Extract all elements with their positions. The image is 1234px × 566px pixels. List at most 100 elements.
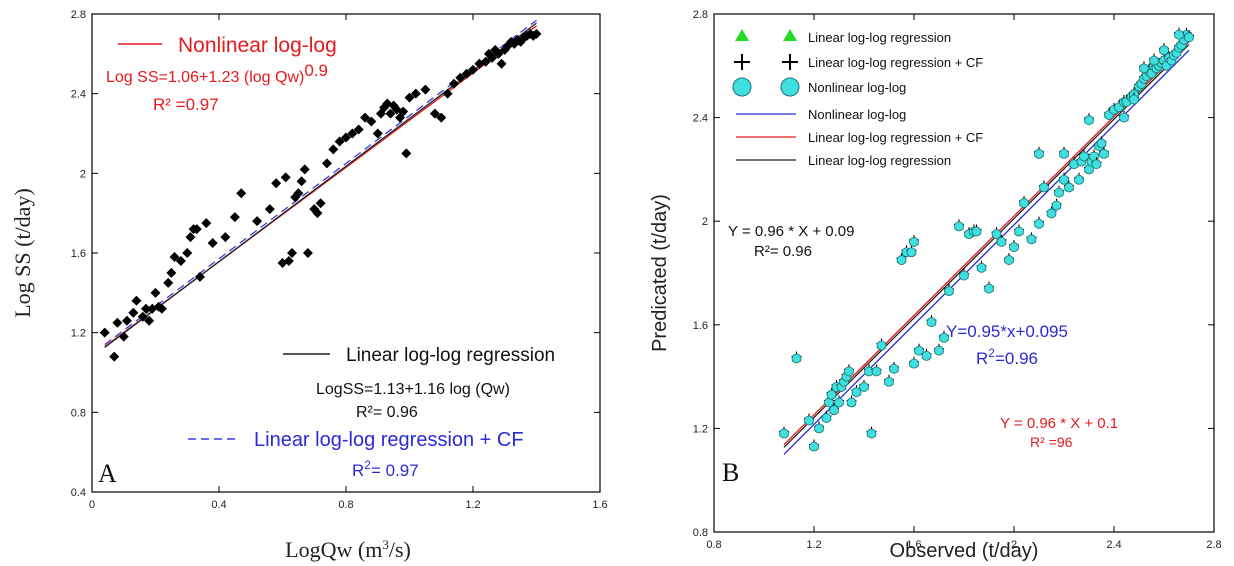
panel-a-legend-linear-label: Linear log-log regression — [346, 345, 555, 366]
panel-a-linear-r2: R²= 0.96 — [356, 404, 418, 421]
panel-a-data-point — [321, 158, 332, 169]
panel-a-data-point — [229, 212, 240, 223]
panel-a-data-point — [448, 78, 459, 89]
panel-b-y-tick-label: 1.6 — [693, 320, 708, 332]
panel-b-point-nonlinear — [809, 441, 819, 452]
panel-a-x-tick-label: 1.6 — [592, 499, 607, 511]
panel-b-point-nonlinear — [851, 387, 862, 398]
panel-b-x-tick-label: 0.8 — [706, 539, 721, 551]
panel-a-data-point — [296, 176, 307, 187]
panel-b-point-nonlinear — [804, 415, 814, 426]
panel-a-data-point — [496, 58, 507, 69]
panel-b-legend-item: Linear log-log regression + CF — [734, 54, 983, 70]
panel-a-data-point — [429, 108, 440, 119]
panel-b-blue-equation: Y=0.95*x+0.095 — [946, 322, 1068, 341]
panel-a-x-tick-label: 0.4 — [211, 499, 226, 511]
panel-b-point-nonlinear — [876, 340, 887, 351]
panel-a-y-tick-label: 2.8 — [71, 9, 86, 21]
panel-b-point-nonlinear — [996, 237, 1007, 247]
panel-b-point-nonlinear — [1039, 182, 1049, 193]
panel-a-data-point — [287, 248, 298, 258]
panel-a-y-tick-label: 2.4 — [71, 89, 86, 101]
panel-b-y-tick-label: 1.2 — [693, 423, 708, 435]
panel-a-data-point — [468, 64, 478, 75]
panel-a-data-point — [280, 172, 291, 183]
panel-a-nonlinear-r2: R² =0.97 — [153, 95, 219, 114]
panel-a-data-point — [334, 136, 345, 147]
panel-a-data-point — [328, 144, 339, 155]
panel-b-point-nonlinear — [1046, 208, 1057, 219]
panel-a-data-point — [175, 255, 186, 266]
panel-b-black-equation: Y = 0.96 * X + 0.09 — [728, 223, 855, 240]
panel-b-legend-item: Linear log-log regression + CF — [736, 130, 983, 145]
panel-a-y-tick-label: 0.8 — [71, 407, 86, 419]
panel-b-point-nonlinear — [884, 376, 894, 387]
legend-label: Nonlinear log-log — [808, 80, 906, 95]
panel-a-data-point — [299, 164, 310, 175]
panel-a-data-point — [144, 315, 155, 326]
panel-b-point-nonlinear — [871, 366, 882, 377]
panel-a-data-point — [163, 277, 174, 288]
panel-a-x-ticks: 0 0.4 0.8 1.2 1.6 — [89, 14, 608, 511]
panel-a-points — [99, 28, 542, 362]
panel-a-data-point — [112, 317, 123, 328]
panel-b-point-nonlinear — [934, 345, 944, 356]
panel-a-data-point — [131, 295, 142, 306]
panel-a-data-point — [156, 303, 167, 314]
panel-b-point-nonlinear — [1139, 63, 1149, 74]
panel-b: 0.8 1.2 1.6 2 2.4 2.8 0.8 1.2 1.6 2 2.4 2.8 Predic… — [649, 9, 1222, 562]
panel-b-x-tick-label: 1.6 — [906, 539, 921, 551]
panel-b-legend-item: Linear log-log regression — [735, 29, 951, 45]
panel-a-legend-nonlinear-label: Nonlinear log-log — [178, 34, 337, 57]
panel-b-point-nonlinear — [1149, 55, 1159, 66]
panel-b-point-nonlinear — [829, 405, 839, 416]
panel-b-x-tick-label: 1.2 — [806, 539, 821, 551]
panel-b-black-r2: R²= 0.96 — [754, 243, 812, 260]
legend-label: Linear log-log regression + CF — [808, 130, 983, 145]
panel-b-point-nonlinear — [779, 428, 789, 439]
panel-b-point-nonlinear — [1091, 159, 1102, 170]
panel-a-y-tick-label: 2 — [80, 168, 86, 180]
panel-a-data-point — [436, 112, 447, 123]
panel-a-data-point — [118, 331, 129, 342]
panel-a-letter: A — [98, 459, 117, 488]
panel-a-data-point — [487, 52, 498, 63]
panel-b-point-nonlinear — [1054, 187, 1064, 198]
panel-b-point-nonlinear — [1129, 94, 1139, 105]
panel-b-point-nonlinear — [1051, 200, 1062, 211]
panel-b-point-nonlinear — [1064, 182, 1074, 193]
panel-a-data-point — [99, 327, 110, 338]
legend-plus-marker — [734, 54, 750, 70]
panel-b-point-nonlinear — [1084, 115, 1094, 126]
panel-a-y-axis-title: Log SS (t/day) — [10, 188, 35, 318]
panel-b-point-nonlinear — [959, 270, 969, 281]
panel-b-point-nonlinear — [991, 229, 1002, 240]
panel-a-data-point — [315, 198, 326, 209]
panel-b-x-ticks: 0.8 1.2 1.6 2 2.4 2.8 — [706, 14, 1222, 551]
panel-a-data-point — [271, 178, 282, 189]
panel-b-point-nonlinear — [909, 358, 919, 369]
legend-plus-marker — [782, 54, 798, 70]
panel-a-data-point — [194, 271, 205, 282]
panel-a-x-tick-label: 1.2 — [465, 499, 480, 511]
panel-a: 0.40.81.21.622.42.8 0 0.4 0.8 1.2 1.6 Log SS… — [10, 9, 608, 562]
panel-a-data-point — [128, 307, 139, 318]
panel-a-x-tick-label: 0.8 — [338, 499, 353, 511]
panel-b-blue-r2: R2=0.96 — [976, 346, 1038, 368]
panel-a-data-point — [283, 255, 294, 266]
panel-b-point-nonlinear — [821, 413, 832, 423]
panel-b-red-r2: R² =96 — [1030, 434, 1073, 450]
panel-b-point-nonlinear — [826, 389, 837, 400]
panel-b-point-nonlinear — [1059, 148, 1069, 159]
panel-b-series-line — [783, 44, 1190, 448]
panel-a-data-point — [166, 267, 177, 278]
panel-b-y-tick-label: 2.8 — [693, 9, 708, 21]
legend-label: Linear log-log regression + CF — [808, 55, 983, 70]
legend-circle-marker — [732, 77, 752, 97]
panel-a-data-point — [360, 112, 371, 123]
panel-b-x-tick-label: 2 — [1011, 539, 1017, 551]
panel-a-data-point — [341, 132, 351, 143]
panel-b-point-nonlinear — [909, 237, 919, 247]
panel-a-data-point — [531, 28, 542, 39]
